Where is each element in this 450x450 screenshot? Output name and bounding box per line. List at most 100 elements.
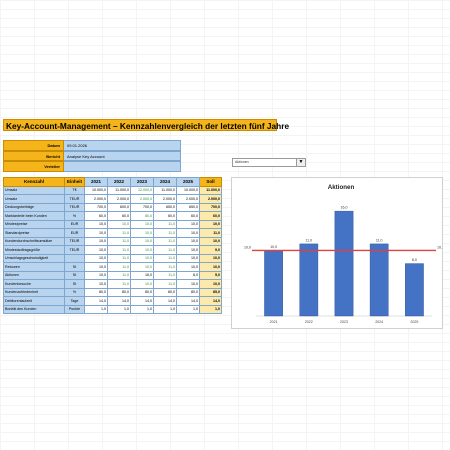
- kpi-target-cell[interactable]: 11.000,0: [199, 185, 222, 195]
- kpi-value-cell[interactable]: 650,0: [176, 202, 200, 212]
- kpi-value-cell[interactable]: 11,0: [153, 219, 177, 229]
- kpi-value-cell[interactable]: 10,0: [176, 236, 200, 246]
- kpi-target-cell[interactable]: 700,0: [199, 202, 222, 212]
- kpi-value-cell[interactable]: 2.000,0: [84, 194, 108, 204]
- kpi-unit-cell[interactable]: St: [64, 262, 85, 272]
- kpi-value-cell[interactable]: 10,0: [130, 219, 154, 229]
- kpi-select-dropdown[interactable]: Aktionen ▼: [232, 158, 306, 167]
- kpi-unit-cell[interactable]: TEUR: [64, 202, 85, 212]
- kpi-value-cell[interactable]: 80,0: [107, 287, 131, 297]
- kpi-unit-cell[interactable]: St: [64, 270, 85, 280]
- info-value-field[interactable]: 09.01.2026: [64, 140, 181, 151]
- kpi-value-cell[interactable]: 10,0: [130, 245, 154, 255]
- info-value-field[interactable]: Analyse Key Account: [64, 150, 181, 161]
- kpi-value-cell[interactable]: 11,0: [153, 262, 177, 272]
- kpi-value-cell[interactable]: 80,0: [176, 287, 200, 297]
- kpi-target-cell[interactable]: 10,0: [199, 236, 222, 246]
- kpi-value-cell[interactable]: 80,0: [130, 287, 154, 297]
- kpi-target-cell[interactable]: 5,0: [199, 270, 222, 280]
- kpi-name-cell[interactable]: Aktionen: [3, 270, 65, 280]
- kpi-value-cell[interactable]: 12.000,0: [130, 185, 154, 195]
- kpi-value-cell[interactable]: 11,0: [153, 270, 177, 280]
- kpi-value-cell[interactable]: 1,0: [176, 304, 200, 314]
- kpi-value-cell[interactable]: 11,0: [153, 228, 177, 238]
- kpi-value-cell[interactable]: 10.000,0: [176, 185, 200, 195]
- kpi-value-cell[interactable]: 700,0: [130, 202, 154, 212]
- kpi-value-cell[interactable]: 650,0: [153, 202, 177, 212]
- kpi-value-cell[interactable]: 10,0: [176, 219, 200, 229]
- kpi-target-cell[interactable]: 60,0: [199, 211, 222, 221]
- kpi-value-cell[interactable]: 11,0: [107, 245, 131, 255]
- kpi-value-cell[interactable]: 80,0: [84, 287, 108, 297]
- kpi-value-cell[interactable]: 10,0: [84, 236, 108, 246]
- kpi-value-cell[interactable]: 80,0: [130, 211, 154, 221]
- kpi-unit-cell[interactable]: %: [64, 287, 85, 297]
- kpi-value-cell[interactable]: 1,0: [130, 304, 154, 314]
- kpi-value-cell[interactable]: 14,0: [84, 296, 108, 306]
- kpi-value-cell[interactable]: 11,0: [107, 270, 131, 280]
- kpi-unit-cell[interactable]: TEUR: [64, 245, 85, 255]
- kpi-unit-cell[interactable]: Tage: [64, 296, 85, 306]
- kpi-value-cell[interactable]: 10,0: [84, 253, 108, 263]
- kpi-value-cell[interactable]: 2.000,0: [107, 194, 131, 204]
- kpi-target-cell[interactable]: 11,0: [199, 228, 222, 238]
- kpi-name-cell[interactable]: Bonität des Kunden: [3, 304, 65, 314]
- kpi-value-cell[interactable]: 11,0: [107, 236, 131, 246]
- kpi-target-cell[interactable]: 85,0: [199, 287, 222, 297]
- kpi-value-cell[interactable]: 600,0: [107, 202, 131, 212]
- kpi-name-cell[interactable]: Debitorenlaufzeit: [3, 296, 65, 306]
- kpi-unit-cell[interactable]: %: [64, 211, 85, 221]
- kpi-value-cell[interactable]: 10,0: [130, 253, 154, 263]
- kpi-name-cell[interactable]: Kundenzufriedenheit: [3, 287, 65, 297]
- kpi-value-cell[interactable]: 10,0: [176, 245, 200, 255]
- chevron-down-icon[interactable]: ▼: [296, 159, 305, 166]
- kpi-target-cell[interactable]: 10,0: [199, 253, 222, 263]
- kpi-value-cell[interactable]: 8,0: [176, 270, 200, 280]
- kpi-target-cell[interactable]: 1,0: [199, 304, 222, 314]
- chart-panel[interactable]: Aktionen 10,0 2021 11,0 2022 16,0 2023 11,0 2024…: [231, 177, 444, 329]
- kpi-value-cell[interactable]: 11,0: [153, 245, 177, 255]
- kpi-unit-cell[interactable]: EUR: [64, 228, 85, 238]
- kpi-name-cell[interactable]: Mindestpreise: [3, 219, 65, 229]
- kpi-value-cell[interactable]: 11,0: [107, 228, 131, 238]
- kpi-value-cell[interactable]: 2.000,0: [153, 194, 177, 204]
- kpi-value-cell[interactable]: 10,0: [84, 245, 108, 255]
- kpi-value-cell[interactable]: 60,0: [153, 211, 177, 221]
- kpi-name-cell[interactable]: Kundendurchschnittsumsätze: [3, 236, 65, 246]
- kpi-value-cell[interactable]: 10,0: [84, 279, 108, 289]
- kpi-target-cell[interactable]: 10,0: [199, 262, 222, 272]
- kpi-target-cell[interactable]: 10,0: [199, 219, 222, 229]
- kpi-value-cell[interactable]: 10,0: [84, 228, 108, 238]
- kpi-value-cell[interactable]: 11.000,0: [107, 185, 131, 195]
- kpi-value-cell[interactable]: 14,0: [107, 296, 131, 306]
- kpi-target-cell[interactable]: 10,0: [199, 279, 222, 289]
- kpi-value-cell[interactable]: 60,0: [84, 211, 108, 221]
- kpi-value-cell[interactable]: 11,0: [107, 262, 131, 272]
- kpi-target-cell[interactable]: 14,0: [199, 296, 222, 306]
- kpi-value-cell[interactable]: 2.000,0: [130, 194, 154, 204]
- kpi-value-cell[interactable]: 16,0: [130, 270, 154, 280]
- kpi-value-cell[interactable]: 11,0: [153, 279, 177, 289]
- kpi-target-cell[interactable]: 2.000,0: [199, 194, 222, 204]
- kpi-value-cell[interactable]: 10,0: [84, 219, 108, 229]
- kpi-name-cell[interactable]: Deckungsbeiträge: [3, 202, 65, 212]
- kpi-unit-cell[interactable]: St: [64, 279, 85, 289]
- kpi-value-cell[interactable]: 10,0: [176, 228, 200, 238]
- kpi-name-cell[interactable]: Umschlagsgeschwindigkeit: [3, 253, 65, 263]
- kpi-value-cell[interactable]: 14,0: [176, 296, 200, 306]
- kpi-value-cell[interactable]: 10,0: [130, 236, 154, 246]
- kpi-value-cell[interactable]: 11,0: [107, 253, 131, 263]
- kpi-value-cell[interactable]: 10,0: [130, 228, 154, 238]
- kpi-value-cell[interactable]: 10,0: [107, 219, 131, 229]
- kpi-value-cell[interactable]: 10,0: [130, 262, 154, 272]
- kpi-value-cell[interactable]: 14,0: [130, 296, 154, 306]
- kpi-value-cell[interactable]: 11.000,0: [153, 185, 177, 195]
- kpi-unit-cell[interactable]: TEUR: [64, 194, 85, 204]
- kpi-name-cell[interactable]: Marktanteile beim Kunden: [3, 211, 65, 221]
- kpi-value-cell[interactable]: 60,0: [176, 211, 200, 221]
- kpi-value-cell[interactable]: 10,0: [84, 270, 108, 280]
- kpi-unit-cell[interactable]: EUR: [64, 219, 85, 229]
- kpi-name-cell[interactable]: Retouren: [3, 262, 65, 272]
- kpi-name-cell[interactable]: Kundenbesuche: [3, 279, 65, 289]
- kpi-value-cell[interactable]: 10,0: [130, 279, 154, 289]
